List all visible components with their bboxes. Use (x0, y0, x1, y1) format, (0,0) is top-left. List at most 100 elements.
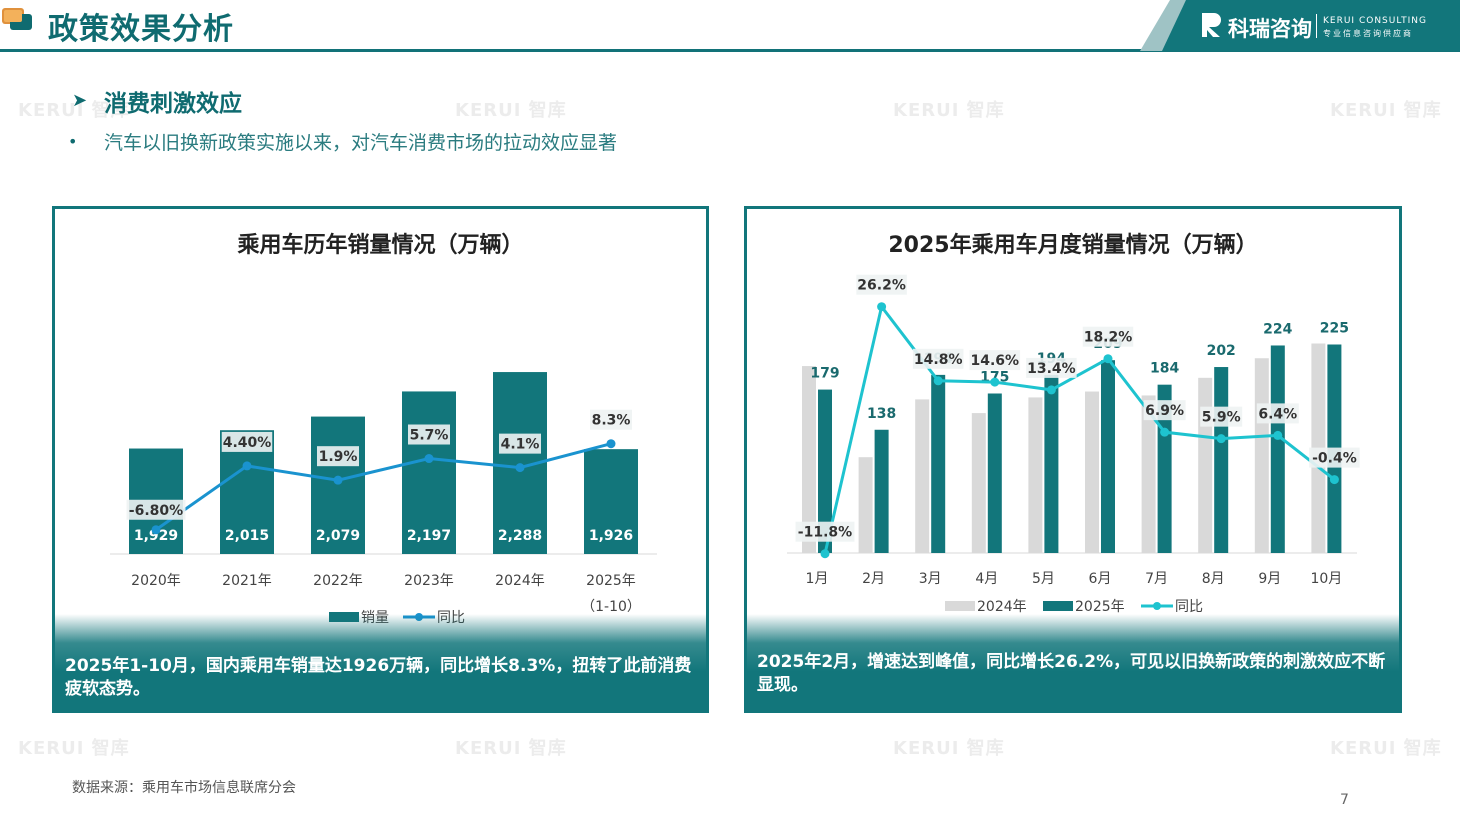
yoy-value-label: 4.40% (223, 435, 272, 451)
legend-marker-yoy (1153, 602, 1161, 610)
yoy-value-label: -6.80% (129, 503, 183, 519)
watermark: KERUI 智库 (893, 738, 1005, 759)
yoy-line (823, 303, 1336, 555)
bar-2024 (1198, 377, 1213, 553)
yoy-value-label: 6.4% (1258, 406, 1297, 422)
bar-2025-value-label: 179 (810, 366, 839, 382)
yoy-value-label: -11.8% (798, 525, 852, 541)
yoy-value-label: 14.8% (914, 352, 963, 368)
yoy-label-bg (1200, 406, 1243, 427)
watermark: KERUI 智库 (893, 100, 1005, 121)
bar-value-label: 1,929 (134, 528, 178, 544)
yoy-label-bg (912, 348, 964, 369)
yoy-point (151, 525, 161, 535)
yoy-point (606, 439, 616, 449)
yearly-sales-chart: 1,929 2020年 2,015 2021年 2,079 2022年 2,197 2023年… (110, 372, 657, 626)
yoy-value-label: -0.4% (1312, 451, 1357, 467)
legend-label-yoy: 同比 (1175, 599, 1203, 615)
section-bullet-text: 汽车以旧换新政策实施以来，对汽车消费市场的拉动效应显著 (104, 132, 618, 154)
x-tick-label: 8月 (1202, 571, 1225, 587)
bar-2025 (1101, 360, 1115, 553)
yoy-value-label: 14.6% (971, 353, 1020, 369)
bar-value-label: 2,197 (407, 528, 451, 544)
bar-value-label: 1,926 (589, 528, 633, 544)
bar-value-label: 2,015 (225, 528, 269, 544)
yoy-label-bg (1143, 400, 1186, 421)
chat-bubble-icon (2, 8, 32, 30)
bar-2025 (874, 429, 889, 553)
x-tick-note: （1-10） (581, 599, 641, 615)
bar-2025 (931, 374, 946, 553)
x-tick-label: 9月 (1258, 571, 1281, 587)
page-title: 政策效果分析 (48, 12, 234, 47)
left-panel-summary: 2025年1-10月，国内乘用车销量达1926万辆，同比增长8.3%，扭转了此前… (65, 656, 692, 699)
right-panel-footer (747, 614, 1399, 710)
bar-2024 (971, 413, 986, 553)
bar-value-label: 2,079 (316, 528, 360, 544)
yoy-label-bg (1082, 326, 1134, 347)
yoy-label-bg (317, 446, 359, 467)
yoy-label-bg (1309, 447, 1360, 468)
yoy-point (515, 463, 525, 473)
watermark: KERUI 智库 (1330, 100, 1442, 121)
yoy-point (990, 377, 1000, 387)
yoy-point (1216, 434, 1226, 444)
watermark: KERUI 智库 (1330, 738, 1442, 759)
bar-2024 (802, 366, 816, 553)
x-tick-label: 2025年 (586, 573, 636, 589)
yoy-label-bg (856, 274, 907, 295)
bullet-dot-icon: • (68, 132, 78, 151)
yoy-label-bg (499, 433, 541, 454)
x-tick-label: 2023年 (404, 573, 454, 589)
yoy-point (333, 475, 343, 485)
left-panel-footer (55, 614, 706, 710)
watermark: KERUI 智库 (455, 100, 567, 121)
brand-english: KERUI CONSULTING (1323, 16, 1427, 26)
x-tick-label: 4月 (975, 571, 998, 587)
yoy-value-label: 5.9% (1202, 410, 1241, 426)
legend-label-2025: 2025年 (1075, 599, 1125, 615)
bar-value-label: 2,288 (498, 528, 542, 544)
yoy-point (1103, 354, 1113, 364)
bar-2024 (1028, 397, 1043, 553)
yoy-value-label: 6.9% (1145, 403, 1184, 419)
bar-2025-value-label: 138 (867, 406, 896, 422)
bar-2025 (818, 389, 832, 553)
yoy-label-bg (126, 499, 186, 520)
bar-2024 (858, 457, 873, 553)
yoy-point (1160, 427, 1170, 437)
arrow-bullet-icon: ➤ (72, 90, 88, 111)
data-source: 数据来源：乘用车市场信息联席分会 (72, 780, 296, 796)
page-number: 7 (1340, 792, 1349, 808)
yoy-value-label: 8.3% (592, 413, 631, 429)
yearly-sales-panel: 乘用车历年销量情况（万辆） 1,929 2020年 2,015 2021年 2,079 2… (52, 206, 709, 713)
bar-2025-value-label: 202 (1207, 343, 1236, 359)
yoy-point (1273, 430, 1283, 440)
yoy-point (820, 549, 830, 559)
sales-bar (402, 391, 456, 554)
yoy-point (877, 302, 887, 312)
yoy-label-bg (221, 431, 273, 452)
x-tick-label: 6月 (1089, 571, 1112, 587)
yoy-value-label: 26.2% (857, 278, 906, 294)
left-panel-title: 乘用车历年销量情况（万辆） (237, 233, 524, 258)
monthly-sales-chart: 1791月1382月1943月1754月1945月2096月1847月2028月… (787, 274, 1360, 615)
bar-2025-value-label: 224 (1263, 321, 1292, 337)
bar-2024 (1085, 391, 1099, 553)
bar-2024 (1254, 358, 1269, 553)
brand-logo-icon (1202, 13, 1221, 37)
yoy-point (242, 461, 252, 471)
yoy-label-bg (590, 409, 632, 430)
watermark: KERUI 智库 (455, 738, 567, 759)
yoy-value-label: 5.7% (410, 428, 449, 444)
x-tick-label: 2020年 (131, 573, 181, 589)
yoy-label-bg (1026, 357, 1077, 378)
legend-label-2024: 2024年 (977, 599, 1027, 615)
x-tick-label: 2022年 (313, 573, 363, 589)
sales-bar (584, 449, 638, 554)
x-tick-label: 2021年 (222, 573, 272, 589)
brand-banner (1140, 0, 1460, 51)
bar-2024 (1141, 395, 1156, 553)
x-tick-label: 3月 (919, 571, 942, 587)
monthly-sales-panel: 2025年乘用车月度销量情况（万辆） 1791月1382月1943月1754月1… (744, 206, 1402, 713)
